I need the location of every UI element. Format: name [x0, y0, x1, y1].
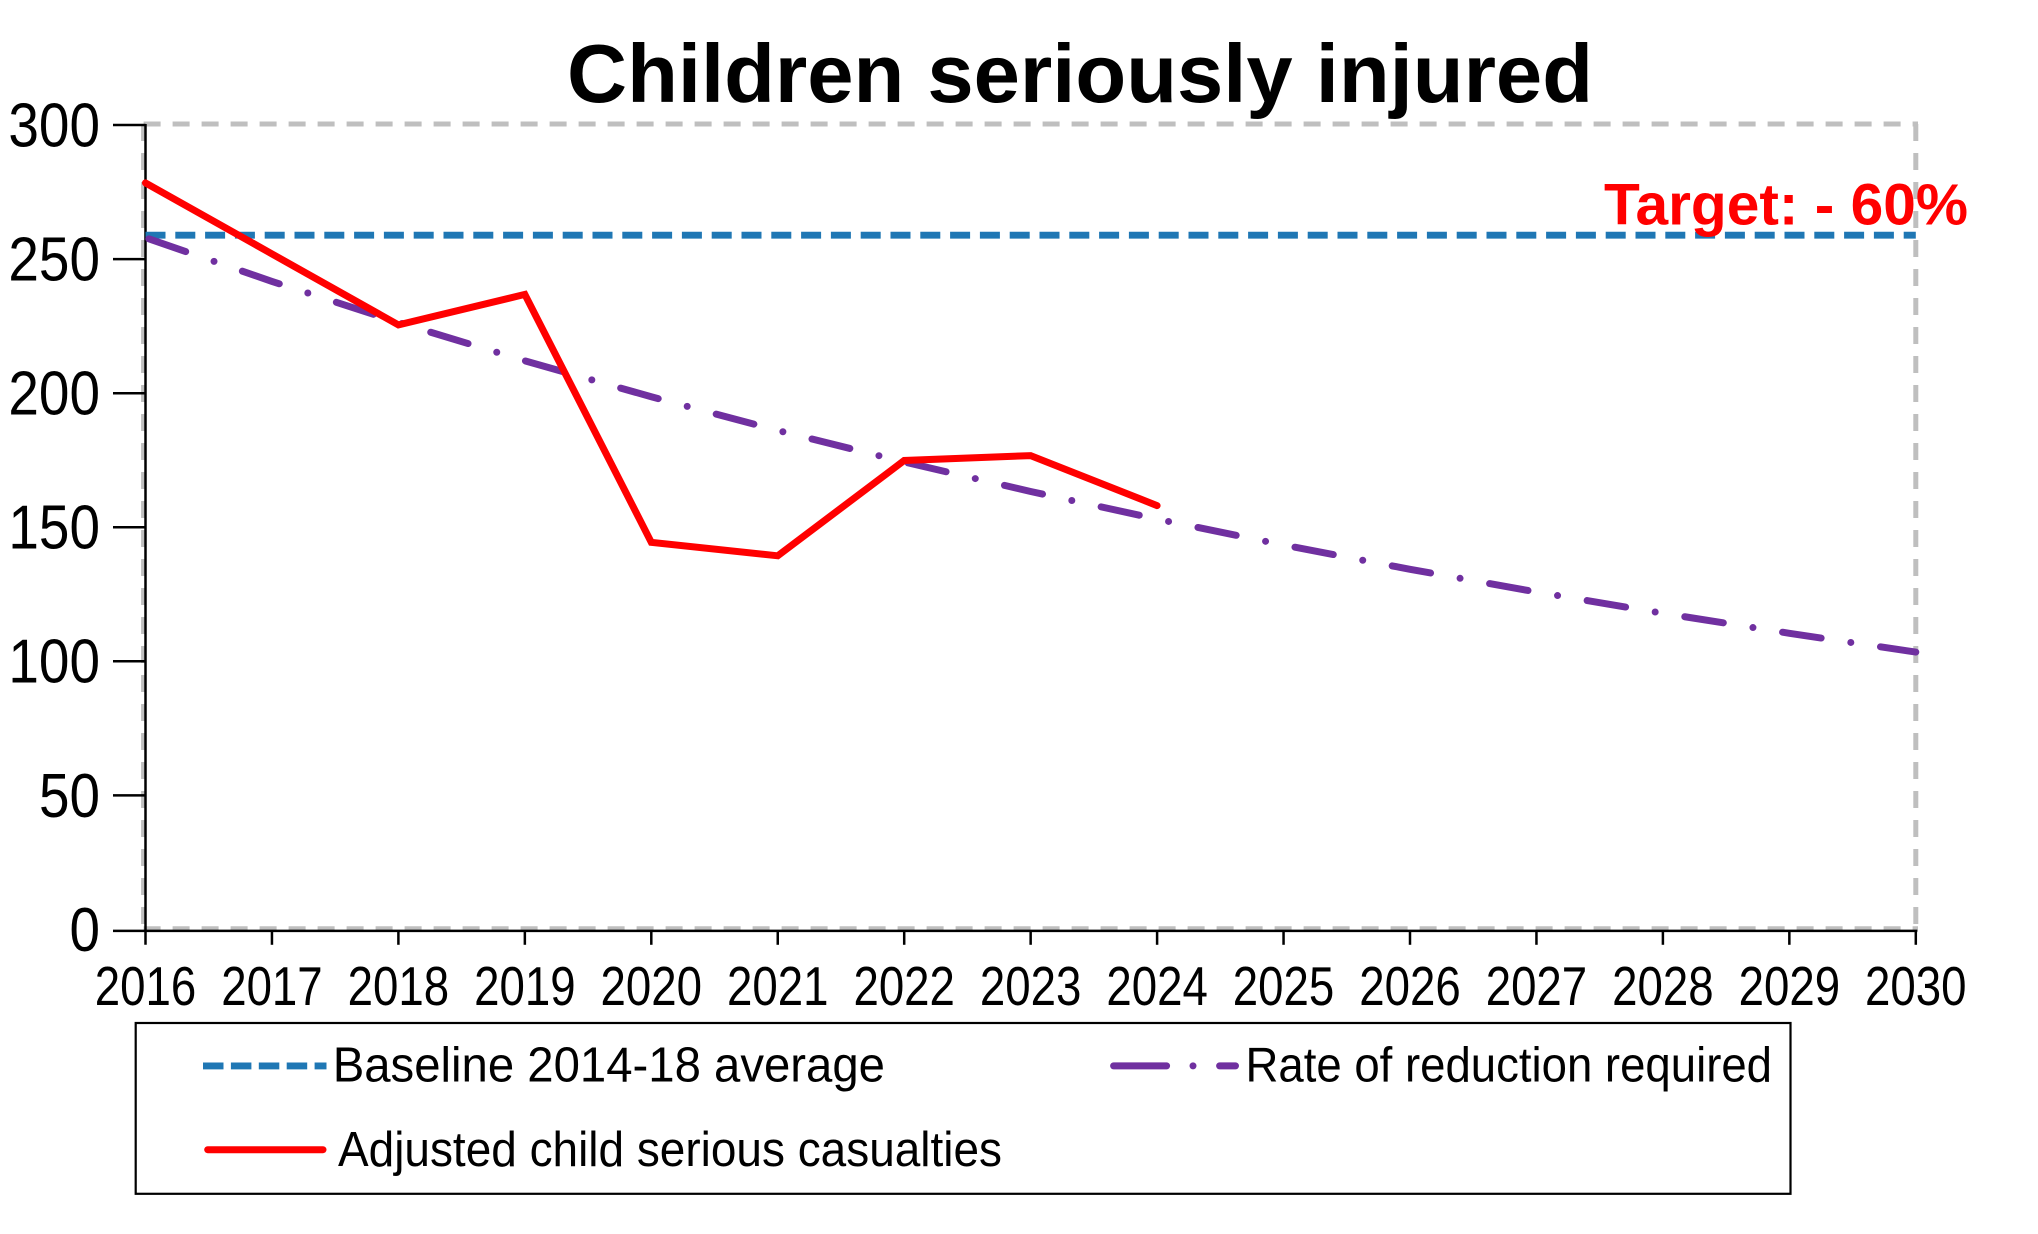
svg-text:2019: 2019	[474, 956, 576, 1017]
svg-text:2027: 2027	[1486, 956, 1588, 1017]
svg-text:200: 200	[8, 360, 100, 429]
svg-text:2024: 2024	[1106, 956, 1208, 1017]
svg-text:2020: 2020	[601, 956, 703, 1017]
svg-text:Rate of reduction required: Rate of reduction required	[1246, 1038, 1773, 1092]
svg-text:100: 100	[8, 628, 100, 697]
svg-text:Baseline 2014-18 average: Baseline 2014-18 average	[333, 1038, 885, 1092]
svg-text:2028: 2028	[1612, 956, 1714, 1017]
svg-text:2018: 2018	[348, 956, 450, 1017]
svg-text:2023: 2023	[980, 956, 1082, 1017]
svg-text:2026: 2026	[1359, 956, 1461, 1017]
svg-text:2029: 2029	[1739, 956, 1841, 1017]
svg-text:Target: - 60%: Target: - 60%	[1604, 173, 1968, 238]
svg-text:2021: 2021	[727, 956, 829, 1017]
svg-text:0: 0	[70, 896, 101, 965]
svg-text:250: 250	[8, 226, 100, 295]
svg-text:2022: 2022	[853, 956, 955, 1017]
svg-text:2025: 2025	[1233, 956, 1335, 1017]
svg-text:Children seriously injured: Children seriously injured	[567, 27, 1593, 120]
svg-text:50: 50	[39, 762, 100, 831]
svg-text:2016: 2016	[95, 956, 197, 1017]
svg-text:2017: 2017	[221, 956, 323, 1017]
svg-text:150: 150	[8, 494, 100, 563]
svg-text:2030: 2030	[1865, 956, 1967, 1017]
svg-text:300: 300	[8, 91, 100, 160]
svg-text:Adjusted child serious casualt: Adjusted child serious casualties	[338, 1123, 1002, 1177]
